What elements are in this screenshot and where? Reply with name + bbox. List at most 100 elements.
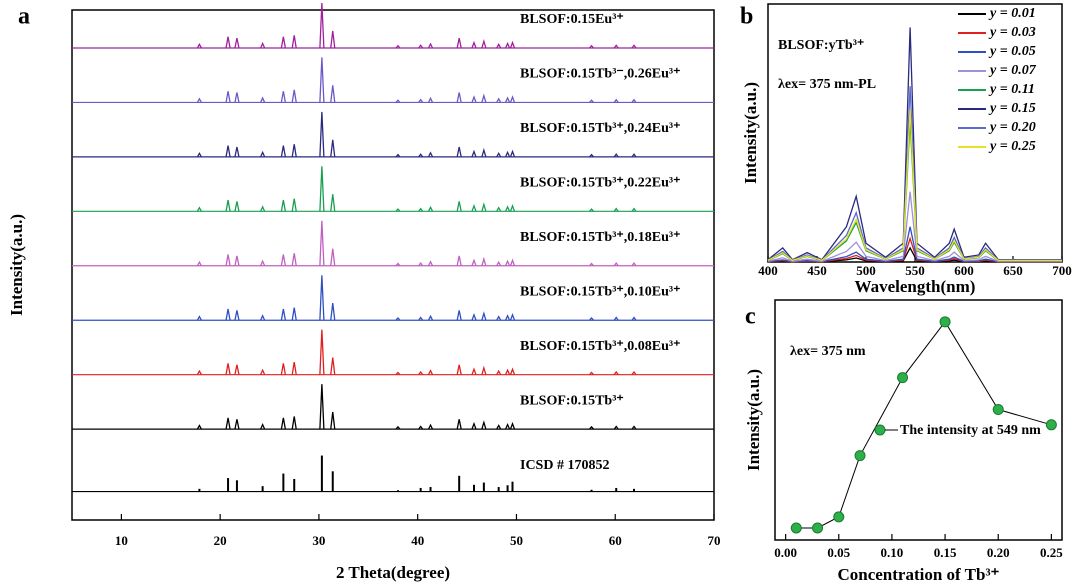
legend-label: y = 0.20 <box>988 120 1036 135</box>
x-tick-label: 0.05 <box>827 545 850 560</box>
peak <box>456 419 462 430</box>
peak <box>589 153 595 158</box>
peak <box>330 303 336 321</box>
peak <box>319 384 325 430</box>
peak <box>319 111 325 157</box>
peak <box>589 425 595 430</box>
legend-label: BLSOF:0.15Tb³⁻,0.26Eu³⁺ <box>520 67 681 82</box>
peak <box>631 207 637 212</box>
peak <box>613 425 619 430</box>
peak <box>291 89 297 103</box>
point <box>992 404 1004 416</box>
legend-label: BLSOF:0.15Eu³⁺ <box>520 12 624 27</box>
peak <box>471 95 477 103</box>
point <box>812 522 824 534</box>
peak <box>504 41 511 49</box>
peak <box>225 145 231 158</box>
panel-label: c <box>745 304 756 330</box>
peak <box>613 261 619 267</box>
peak <box>291 144 297 157</box>
x-tick-label: 30 <box>312 533 325 548</box>
x-tick-label: 600 <box>954 263 974 278</box>
peak <box>504 314 511 321</box>
peak <box>613 153 619 158</box>
legend-label: BLSOF:0.15Tb³⁺,0.22Eu³⁺ <box>520 176 681 191</box>
peak <box>395 153 401 158</box>
peak <box>225 36 231 49</box>
peak <box>260 205 266 212</box>
legend-label: ICSD # 170852 <box>520 458 609 473</box>
annotation: λex= 375 nm-PL <box>778 77 876 92</box>
peak <box>471 40 477 49</box>
point <box>854 450 866 462</box>
peak <box>456 146 462 158</box>
peak <box>280 308 287 321</box>
peak <box>589 316 595 321</box>
peak <box>234 92 240 103</box>
x-tick-label: 70 <box>708 533 721 548</box>
peak <box>481 202 487 212</box>
peak <box>631 261 637 267</box>
legend-label: y = 0.07 <box>988 63 1037 78</box>
peak <box>589 371 595 376</box>
peak <box>471 421 477 430</box>
peak <box>330 194 336 212</box>
peak <box>427 314 434 321</box>
peak <box>330 357 336 375</box>
peak <box>225 199 231 212</box>
peak <box>395 99 401 103</box>
peak <box>509 421 516 430</box>
legend-label: BLSOF:0.15Tb³⁺ <box>520 393 624 408</box>
point <box>939 316 951 328</box>
x-tick-label: 450 <box>807 263 827 278</box>
peak <box>481 147 487 158</box>
peak <box>481 420 487 430</box>
x-tick-label: 20 <box>214 533 227 548</box>
x-tick-label: 400 <box>758 263 778 278</box>
peak <box>631 98 637 103</box>
legend-label: y = 0.03 <box>988 25 1036 40</box>
peak <box>234 310 240 321</box>
peak <box>280 199 287 212</box>
peak <box>613 370 619 376</box>
peak <box>395 371 401 376</box>
peak <box>427 96 434 103</box>
legend-label: y = 0.05 <box>988 44 1036 59</box>
peak <box>456 364 462 375</box>
peak <box>504 150 511 158</box>
peak <box>631 44 637 49</box>
peak <box>456 255 462 266</box>
peak <box>504 96 511 103</box>
peak <box>330 411 336 430</box>
peak <box>496 260 502 267</box>
peak <box>319 275 325 321</box>
peak <box>427 205 434 212</box>
peak <box>509 40 516 49</box>
plot-frame <box>774 299 1063 541</box>
peak <box>613 207 619 212</box>
peak <box>196 97 202 103</box>
peak <box>496 151 502 158</box>
x-tick-label: 40 <box>411 533 424 548</box>
x-tick-label: 50 <box>510 533 523 548</box>
peak <box>418 44 424 49</box>
peak <box>280 145 287 158</box>
peak <box>631 370 637 376</box>
peak <box>504 423 511 430</box>
x-axis-label: Wavelength(nm) <box>855 277 976 296</box>
legend-label: BLSOF:0.15Tb³⁺,0.18Eu³⁺ <box>520 230 681 245</box>
legend-label: y = 0.15 <box>988 101 1036 116</box>
legend-label: BLSOF:0.15Tb³⁺,0.08Eu³⁺ <box>520 339 681 354</box>
peak <box>260 314 266 321</box>
peak <box>225 91 231 103</box>
peak <box>427 42 434 49</box>
peak <box>496 206 502 212</box>
peak <box>456 92 462 103</box>
peak <box>196 151 202 158</box>
peak <box>260 150 266 158</box>
peak <box>496 97 502 103</box>
peak <box>471 204 477 212</box>
peak <box>631 425 637 430</box>
peak <box>418 261 424 267</box>
peak <box>509 149 516 158</box>
